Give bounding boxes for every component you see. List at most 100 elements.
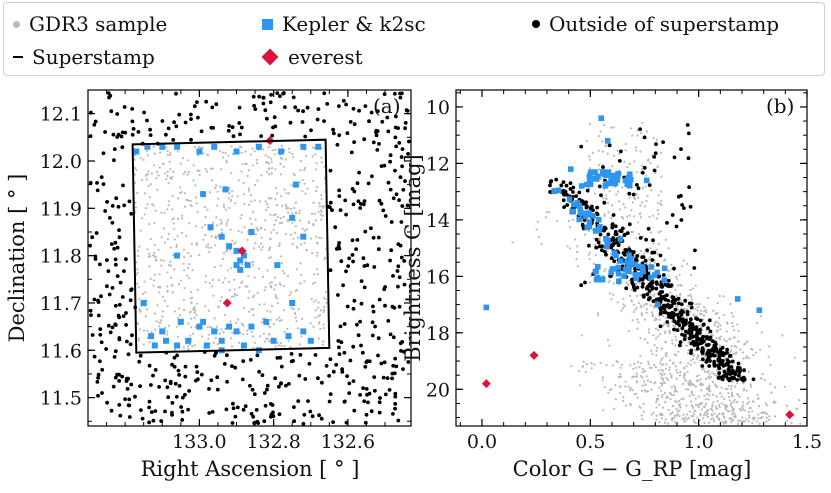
gdr3-point (171, 291, 174, 294)
gdr3-point (639, 150, 642, 153)
gdr3-point (163, 299, 166, 302)
gdr3-point (637, 232, 641, 235)
gdr3-point (196, 288, 199, 291)
gdr3-point (690, 273, 693, 276)
gdr3-point (597, 168, 601, 171)
gdr3-point (593, 363, 596, 366)
outside-point (700, 364, 705, 368)
outside-point (636, 186, 641, 191)
gdr3-point (704, 308, 707, 311)
outside-point (583, 280, 587, 285)
gdr3-point (655, 354, 658, 357)
gdr3-point (155, 259, 158, 262)
outside-point (676, 301, 681, 306)
gdr3-point (757, 405, 761, 408)
kepler-point (605, 237, 611, 244)
outside-point (275, 356, 280, 360)
gdr3-point (139, 229, 142, 232)
gdr3-point (645, 262, 648, 265)
outside-point (179, 405, 184, 409)
gdr3-point (689, 288, 692, 291)
gdr3-point (722, 295, 725, 298)
gdr3-point (630, 230, 633, 233)
outside-point (292, 405, 296, 409)
gdr3-point (182, 346, 185, 349)
gdr3-point (321, 205, 324, 208)
gdr3-point (659, 372, 662, 375)
gdr3-point (237, 318, 240, 321)
gdr3-point (256, 291, 259, 294)
outside-point (644, 286, 649, 291)
outside-point (354, 247, 358, 252)
gdr3-point (742, 408, 745, 411)
gdr3-point (230, 172, 233, 175)
gdr3-point (732, 353, 735, 356)
gdr3-point (703, 405, 707, 408)
gdr3-point (217, 305, 220, 308)
gdr3-point (614, 398, 618, 401)
outside-point (665, 320, 670, 324)
gdr3-point (737, 419, 740, 422)
gdr3-point (244, 162, 247, 165)
gdr3-point (250, 222, 253, 226)
gdr3-point (634, 308, 637, 311)
kepler-point (552, 188, 558, 194)
gdr3-point (237, 179, 240, 182)
outside-point (328, 268, 333, 273)
gdr3-point (152, 254, 155, 257)
gdr3-point (702, 318, 705, 321)
kepler-point (200, 318, 207, 325)
outside-point (397, 141, 402, 145)
gdr3-point (657, 231, 660, 234)
gdr3-point (764, 411, 767, 414)
gdr3-point (315, 235, 318, 238)
gdr3-point (635, 380, 639, 383)
outside-point (677, 323, 682, 327)
gdr3-point (580, 334, 583, 337)
gdr3-point (597, 312, 600, 315)
gdr3-point (260, 174, 263, 177)
outside-point (652, 168, 657, 173)
gdr3-point (622, 303, 625, 306)
gdr3-point (630, 299, 633, 302)
gdr3-point (655, 337, 658, 340)
gdr3-point (286, 327, 289, 330)
gdr3-point (676, 390, 679, 393)
outside-point (163, 378, 168, 383)
gdr3-point (659, 382, 662, 385)
outside-point (396, 284, 400, 289)
gdr3-point (650, 413, 653, 416)
gdr3-point (182, 298, 186, 301)
gdr3-point (671, 405, 674, 408)
gdr3-point (170, 276, 173, 279)
outside-point (736, 373, 741, 378)
outside-point (261, 101, 266, 106)
outside-point (110, 204, 115, 208)
gdr3-point (238, 286, 241, 289)
everest-point (785, 410, 795, 420)
gdr3-point (271, 304, 274, 307)
gdr3-point (287, 211, 290, 214)
gdr3-point (258, 303, 261, 306)
gdr3-point (224, 208, 227, 211)
panel-a: 133.0 132.8 132.611.511.611.711.811.912.01… (5, 89, 412, 481)
a-ytick-label: 11.9 (40, 198, 82, 220)
outside-point (687, 185, 691, 190)
gdr3-point (701, 367, 704, 370)
gdr3-point (682, 376, 686, 379)
gdr3-point (658, 386, 661, 389)
gdr3-point (254, 218, 257, 221)
gdr3-point (614, 384, 617, 387)
gdr3-point (225, 221, 228, 224)
gdr3-point (739, 348, 742, 351)
kepler-point (592, 268, 599, 275)
outside-point (361, 202, 366, 207)
gdr3-point (653, 261, 657, 264)
kepler-point (608, 269, 614, 276)
gdr3-point (649, 256, 652, 259)
outside-point (98, 332, 103, 337)
outside-point (363, 420, 368, 425)
gdr3-point (701, 401, 704, 404)
outside-point (596, 240, 601, 245)
gdr3-point (710, 371, 714, 374)
